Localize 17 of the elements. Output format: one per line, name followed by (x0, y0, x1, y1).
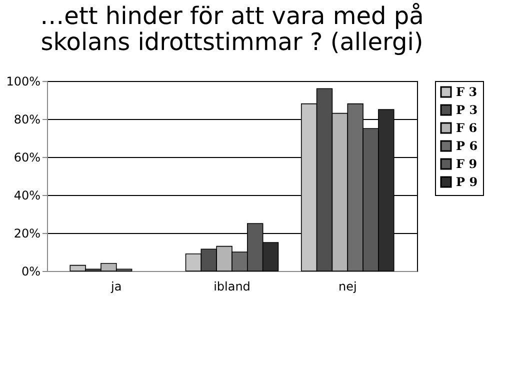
legend-label: P 9 (456, 175, 478, 189)
legend-label: F 9 (456, 157, 478, 171)
legend-label: P 6 (456, 139, 478, 153)
text: …ett hinder för att vara med på (40, 2, 424, 30)
y-tick-label: 80% (14, 112, 40, 126)
text: skolans idrottstimmar ? (allergi) (40, 28, 424, 56)
legend-label: F 3 (456, 85, 478, 99)
y-tick-label: 20% (14, 226, 40, 240)
y-tick-label: 0% (21, 264, 40, 278)
legend-label: P 3 (456, 103, 478, 117)
x-tick-label: ja (110, 280, 122, 294)
y-tick-label: 60% (14, 150, 40, 164)
legend-label: F 6 (456, 121, 478, 135)
y-tick-label: 40% (14, 188, 40, 202)
x-tick-label: nej (338, 280, 357, 294)
x-tick-label: ibland (214, 280, 250, 294)
y-tick-label: 100% (6, 74, 40, 88)
